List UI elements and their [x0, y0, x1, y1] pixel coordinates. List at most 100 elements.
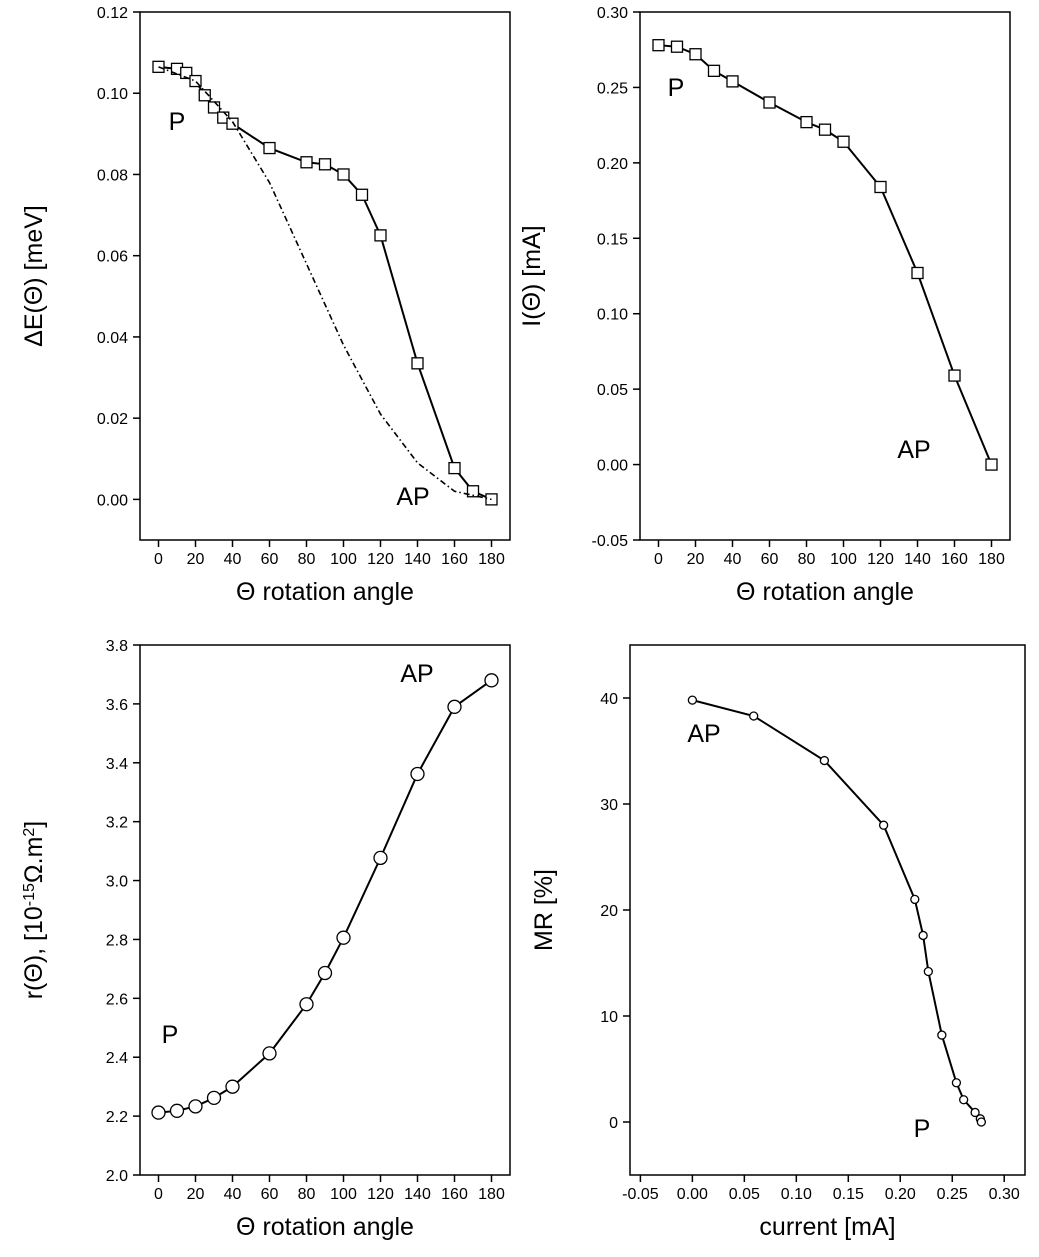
marker — [918, 930, 928, 941]
series-line — [158, 679, 493, 1114]
marker — [189, 74, 202, 88]
marker — [263, 141, 276, 155]
marker — [749, 711, 759, 721]
y-tick-label: 3.6 — [106, 697, 128, 714]
y-tick-label: 20 — [600, 903, 618, 920]
marker — [410, 766, 425, 782]
x-tick-label: 40 — [724, 551, 742, 568]
marker — [317, 965, 333, 981]
marker — [726, 75, 739, 88]
marker — [985, 458, 998, 471]
y-axis-label-part: ] — [20, 821, 48, 828]
marker — [262, 1046, 277, 1061]
marker — [951, 1078, 962, 1088]
y-tick-label: 0.15 — [597, 231, 628, 248]
x-tick-label: 0 — [654, 551, 663, 568]
y-axis-label: r(Θ), [10-15Ω.m2] — [20, 821, 48, 1000]
x-tick-label: 40 — [224, 551, 242, 568]
marker — [687, 695, 698, 705]
x-tick-label: 0.05 — [729, 1186, 760, 1203]
plot-frame — [139, 644, 511, 1176]
plot-frame — [139, 11, 511, 541]
marker — [937, 1030, 947, 1040]
marker — [355, 188, 369, 201]
marker — [923, 966, 933, 977]
marker — [299, 997, 314, 1012]
y-tick-label: 2.6 — [106, 991, 128, 1008]
series-line — [158, 65, 492, 501]
y-tick-label: 0.10 — [97, 86, 128, 103]
series-line — [158, 66, 492, 501]
marker — [763, 96, 776, 109]
marker — [151, 1105, 166, 1120]
x-tick-label: 0 — [154, 1186, 163, 1203]
marker — [819, 755, 830, 766]
marker — [152, 60, 165, 73]
marker — [411, 357, 424, 370]
marker — [206, 1090, 222, 1106]
y-axis-label-part: -15 — [21, 883, 38, 906]
x-tick-label: 60 — [761, 551, 779, 568]
y-tick-label: 0.06 — [97, 249, 128, 266]
x-tick-label: 0.20 — [885, 1186, 916, 1203]
y-tick-label: 10 — [600, 1009, 618, 1026]
x-tick-label: 0.15 — [833, 1186, 864, 1203]
y-tick-label: 0.04 — [97, 330, 128, 347]
y-tick-label: 0.10 — [597, 307, 628, 324]
x-tick-label: 80 — [798, 551, 816, 568]
y-tick-label: 0.25 — [597, 80, 628, 97]
x-tick-label: 60 — [261, 1186, 279, 1203]
marker — [374, 229, 387, 242]
y-tick-label: 2.2 — [106, 1109, 128, 1126]
y-axis-label-part: Ω.m — [20, 837, 48, 883]
y-tick-label: 3.2 — [106, 815, 128, 832]
x-axis-label: current [mA] — [759, 1213, 895, 1241]
x-tick-label: 20 — [187, 1186, 205, 1203]
y-axis-label-part: r(Θ), [10 — [20, 906, 48, 999]
marker — [180, 66, 193, 80]
y-tick-label: 0.02 — [97, 411, 128, 428]
x-tick-label: 140 — [904, 551, 931, 568]
annotation: AP — [400, 660, 433, 688]
marker — [970, 1107, 980, 1118]
annotation: P — [914, 1115, 931, 1143]
x-tick-label: 0 — [154, 551, 163, 568]
x-tick-label: 40 — [224, 1186, 242, 1203]
y-tick-label: 0 — [609, 1115, 618, 1132]
y-tick-label: 30 — [600, 797, 618, 814]
x-tick-label: 100 — [330, 551, 357, 568]
marker — [198, 89, 211, 102]
marker — [878, 820, 889, 830]
y-tick-label: 0.00 — [597, 458, 628, 475]
annotation: AP — [687, 720, 720, 748]
marker — [337, 168, 350, 181]
x-tick-label: 0.30 — [989, 1186, 1020, 1203]
x-axis-label: Θ rotation angle — [236, 578, 414, 606]
x-tick-label: 140 — [404, 551, 431, 568]
x-tick-label: 60 — [261, 551, 279, 568]
y-tick-label: 3.8 — [106, 638, 128, 655]
y-tick-label: 0.30 — [597, 5, 628, 22]
marker — [689, 48, 702, 61]
marker — [447, 699, 462, 714]
marker — [948, 369, 961, 382]
annotation: AP — [897, 436, 930, 464]
x-tick-label: 80 — [298, 1186, 316, 1203]
marker — [959, 1095, 969, 1105]
x-axis-label: Θ rotation angle — [736, 578, 914, 606]
marker — [300, 156, 313, 169]
marker — [225, 1079, 240, 1094]
marker — [874, 180, 887, 194]
y-axis-label-part: 2 — [21, 828, 38, 837]
x-tick-label: 180 — [978, 551, 1005, 568]
y-tick-label: 3.4 — [106, 756, 128, 773]
x-tick-label: -0.05 — [622, 1186, 659, 1203]
plot-frame — [639, 11, 1011, 541]
x-tick-label: 0.25 — [937, 1186, 968, 1203]
annotation: P — [169, 108, 186, 136]
x-tick-label: 160 — [441, 1186, 468, 1203]
y-axis-label: ΔE(Θ) [meV] — [20, 205, 48, 347]
marker — [707, 64, 721, 77]
y-tick-label: 0.05 — [597, 382, 628, 399]
